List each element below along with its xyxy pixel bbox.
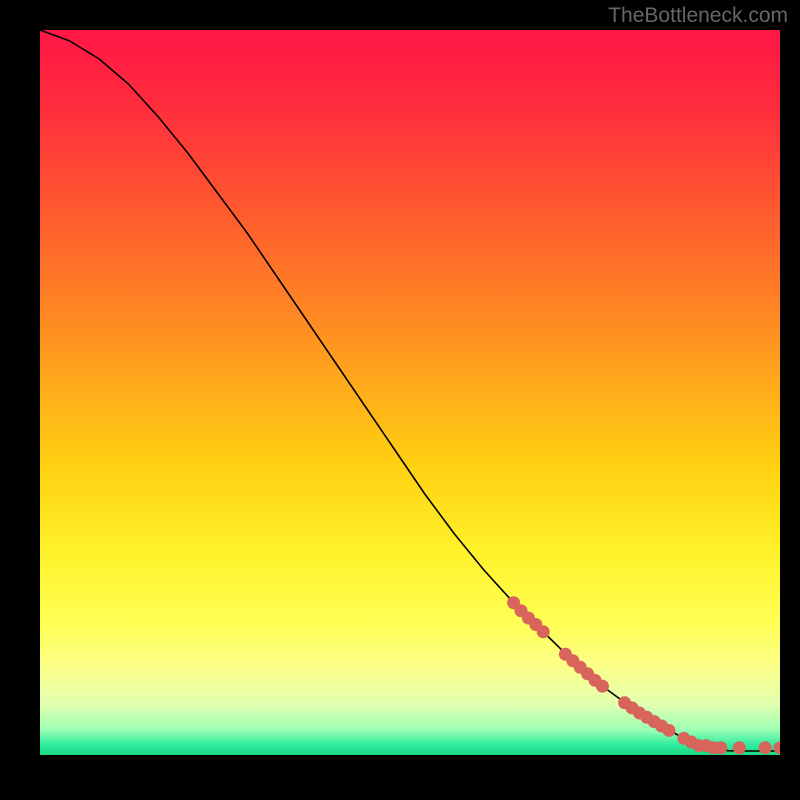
data-point <box>733 741 746 754</box>
chart-frame <box>0 0 800 800</box>
data-point <box>663 724 676 737</box>
chart-overlay <box>40 30 780 755</box>
data-point <box>774 741 781 754</box>
watermark-text: TheBottleneck.com <box>608 4 788 28</box>
data-point-markers <box>507 596 780 754</box>
data-point <box>714 741 727 754</box>
chart-plot-area <box>40 30 780 755</box>
data-point <box>759 741 772 754</box>
data-point <box>596 680 609 693</box>
data-point <box>537 625 550 638</box>
bottleneck-curve <box>40 30 780 751</box>
